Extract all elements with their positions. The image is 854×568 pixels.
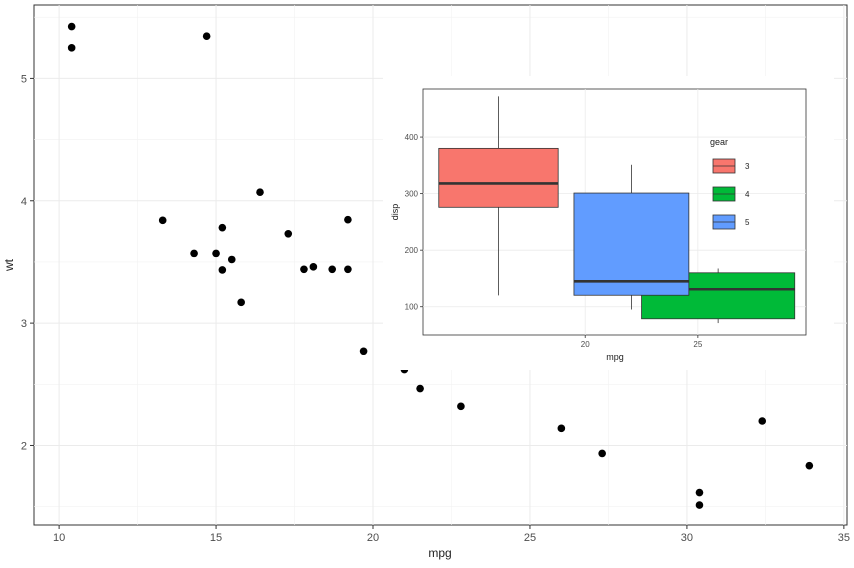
- y-tick-label: 3: [21, 318, 27, 330]
- scatter-point: [344, 215, 352, 224]
- scatter-point: [227, 255, 236, 264]
- scatter-point: [758, 417, 767, 425]
- scatter-point: [67, 22, 76, 31]
- x-tick-label: 15: [210, 532, 222, 544]
- x-tick-label: 30: [681, 532, 693, 544]
- legend-title: gear: [710, 137, 728, 147]
- scatter-point: [256, 188, 264, 196]
- legend-items: 3 4 5: [712, 158, 750, 230]
- main-x-axis-title: mpg: [428, 546, 451, 560]
- legend: gear 3 4 5: [710, 137, 750, 230]
- inset-y-tick-label: 200: [405, 246, 419, 255]
- main-y-axis: 2 3 4 5: [21, 73, 34, 452]
- box-gear-3: [438, 147, 559, 208]
- scatter-point: [805, 461, 814, 470]
- scatter-point: [557, 424, 566, 433]
- scatter-point: [218, 266, 227, 274]
- scatter-point: [457, 402, 465, 411]
- scatter-point: [300, 265, 308, 274]
- x-tick-label: 20: [367, 532, 379, 544]
- scatter-point: [359, 347, 368, 356]
- scatter-point: [328, 265, 337, 274]
- scatter-point: [190, 249, 198, 258]
- x-tick-label: 25: [524, 532, 536, 544]
- y-tick-label: 2: [21, 440, 27, 452]
- legend-label-3: 3: [745, 162, 750, 171]
- scatter-point: [67, 44, 76, 52]
- inset-y-axis-title: disp: [390, 204, 400, 221]
- y-tick-label: 5: [21, 73, 27, 85]
- scatter-point: [344, 265, 352, 274]
- inset-y-tick-label: 400: [405, 133, 419, 142]
- scatter-point: [202, 32, 211, 40]
- scatter-point: [695, 488, 704, 497]
- inset-y-axis: 100 200 300 400: [405, 133, 423, 312]
- scatter-point: [218, 223, 227, 232]
- scatter-point: [212, 249, 220, 258]
- legend-label-5: 5: [745, 218, 750, 227]
- scatter-point: [158, 216, 167, 225]
- inset-x-axis: 20 25: [581, 335, 703, 349]
- legend-label-4: 4: [745, 190, 750, 199]
- scatter-point: [309, 263, 318, 271]
- scatter-point: [598, 449, 606, 458]
- inset-x-tick-label: 20: [581, 340, 590, 349]
- box-gear-5: [573, 192, 690, 296]
- scatter-point: [237, 298, 245, 307]
- scatter-point: [284, 230, 293, 238]
- inset-y-tick-label: 300: [405, 190, 419, 199]
- inset-x-axis-title: mpg: [606, 352, 624, 362]
- inset-y-tick-label: 100: [405, 303, 419, 312]
- y-tick-label: 4: [21, 196, 27, 208]
- inset-x-tick-label: 25: [693, 340, 702, 349]
- scatter-points: [67, 22, 814, 509]
- main-y-axis-title: wt: [2, 258, 16, 272]
- x-tick-label: 35: [838, 532, 850, 544]
- scatter-point: [416, 384, 424, 393]
- x-tick-label: 10: [53, 532, 65, 544]
- main-x-axis: 10 15 20 25 30 35: [53, 525, 850, 544]
- scatter-point: [695, 501, 704, 509]
- inset-boxplots: [438, 96, 796, 324]
